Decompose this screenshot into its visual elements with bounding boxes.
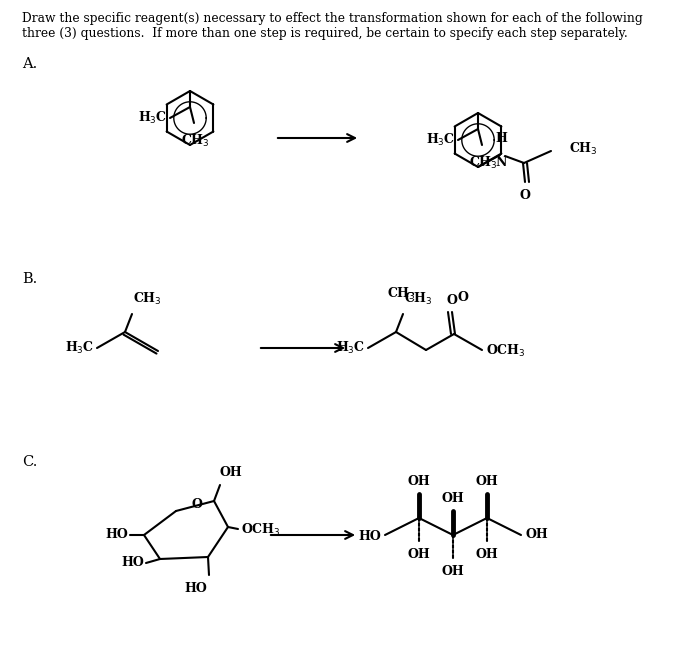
Text: O: O bbox=[458, 291, 469, 304]
Text: CH$_3$: CH$_3$ bbox=[569, 141, 597, 157]
Text: HO: HO bbox=[358, 529, 381, 542]
Text: HO: HO bbox=[184, 582, 207, 595]
Text: H$_3$C: H$_3$C bbox=[426, 132, 455, 148]
Text: three (3) questions.  If more than one step is required, be certain to specify e: three (3) questions. If more than one st… bbox=[22, 27, 627, 40]
Text: OH: OH bbox=[475, 548, 499, 561]
Text: OH: OH bbox=[408, 475, 430, 488]
Text: C.: C. bbox=[22, 455, 38, 469]
Text: O: O bbox=[520, 189, 531, 202]
Text: N: N bbox=[495, 156, 507, 169]
Text: OH: OH bbox=[220, 466, 243, 479]
Text: CH$_3$: CH$_3$ bbox=[133, 291, 162, 307]
Text: OCH$_3$: OCH$_3$ bbox=[241, 522, 281, 538]
Text: H$_3$C: H$_3$C bbox=[138, 110, 167, 126]
Text: CH$_3$: CH$_3$ bbox=[404, 291, 433, 307]
Text: CH$_3$: CH$_3$ bbox=[181, 133, 209, 149]
Text: OCH$_3$: OCH$_3$ bbox=[486, 343, 526, 359]
Text: O: O bbox=[192, 498, 203, 511]
Text: HO: HO bbox=[105, 527, 128, 540]
Text: HO: HO bbox=[121, 557, 144, 570]
Text: OH: OH bbox=[475, 475, 499, 488]
Text: B.: B. bbox=[22, 272, 38, 286]
Text: CH$_3$: CH$_3$ bbox=[469, 155, 497, 171]
Text: H$_3$C: H$_3$C bbox=[336, 340, 365, 356]
Text: A.: A. bbox=[22, 57, 38, 71]
Text: OH: OH bbox=[408, 548, 430, 561]
Text: H$_3$C: H$_3$C bbox=[65, 340, 94, 356]
Text: H: H bbox=[495, 132, 507, 145]
Text: O: O bbox=[447, 294, 458, 307]
Text: OH: OH bbox=[525, 529, 548, 542]
Text: Draw the specific reagent(s) necessary to effect the transformation shown for ea: Draw the specific reagent(s) necessary t… bbox=[22, 12, 642, 25]
Text: CH$_3$: CH$_3$ bbox=[387, 286, 415, 302]
Text: OH: OH bbox=[442, 565, 464, 578]
Text: OH: OH bbox=[442, 492, 464, 505]
